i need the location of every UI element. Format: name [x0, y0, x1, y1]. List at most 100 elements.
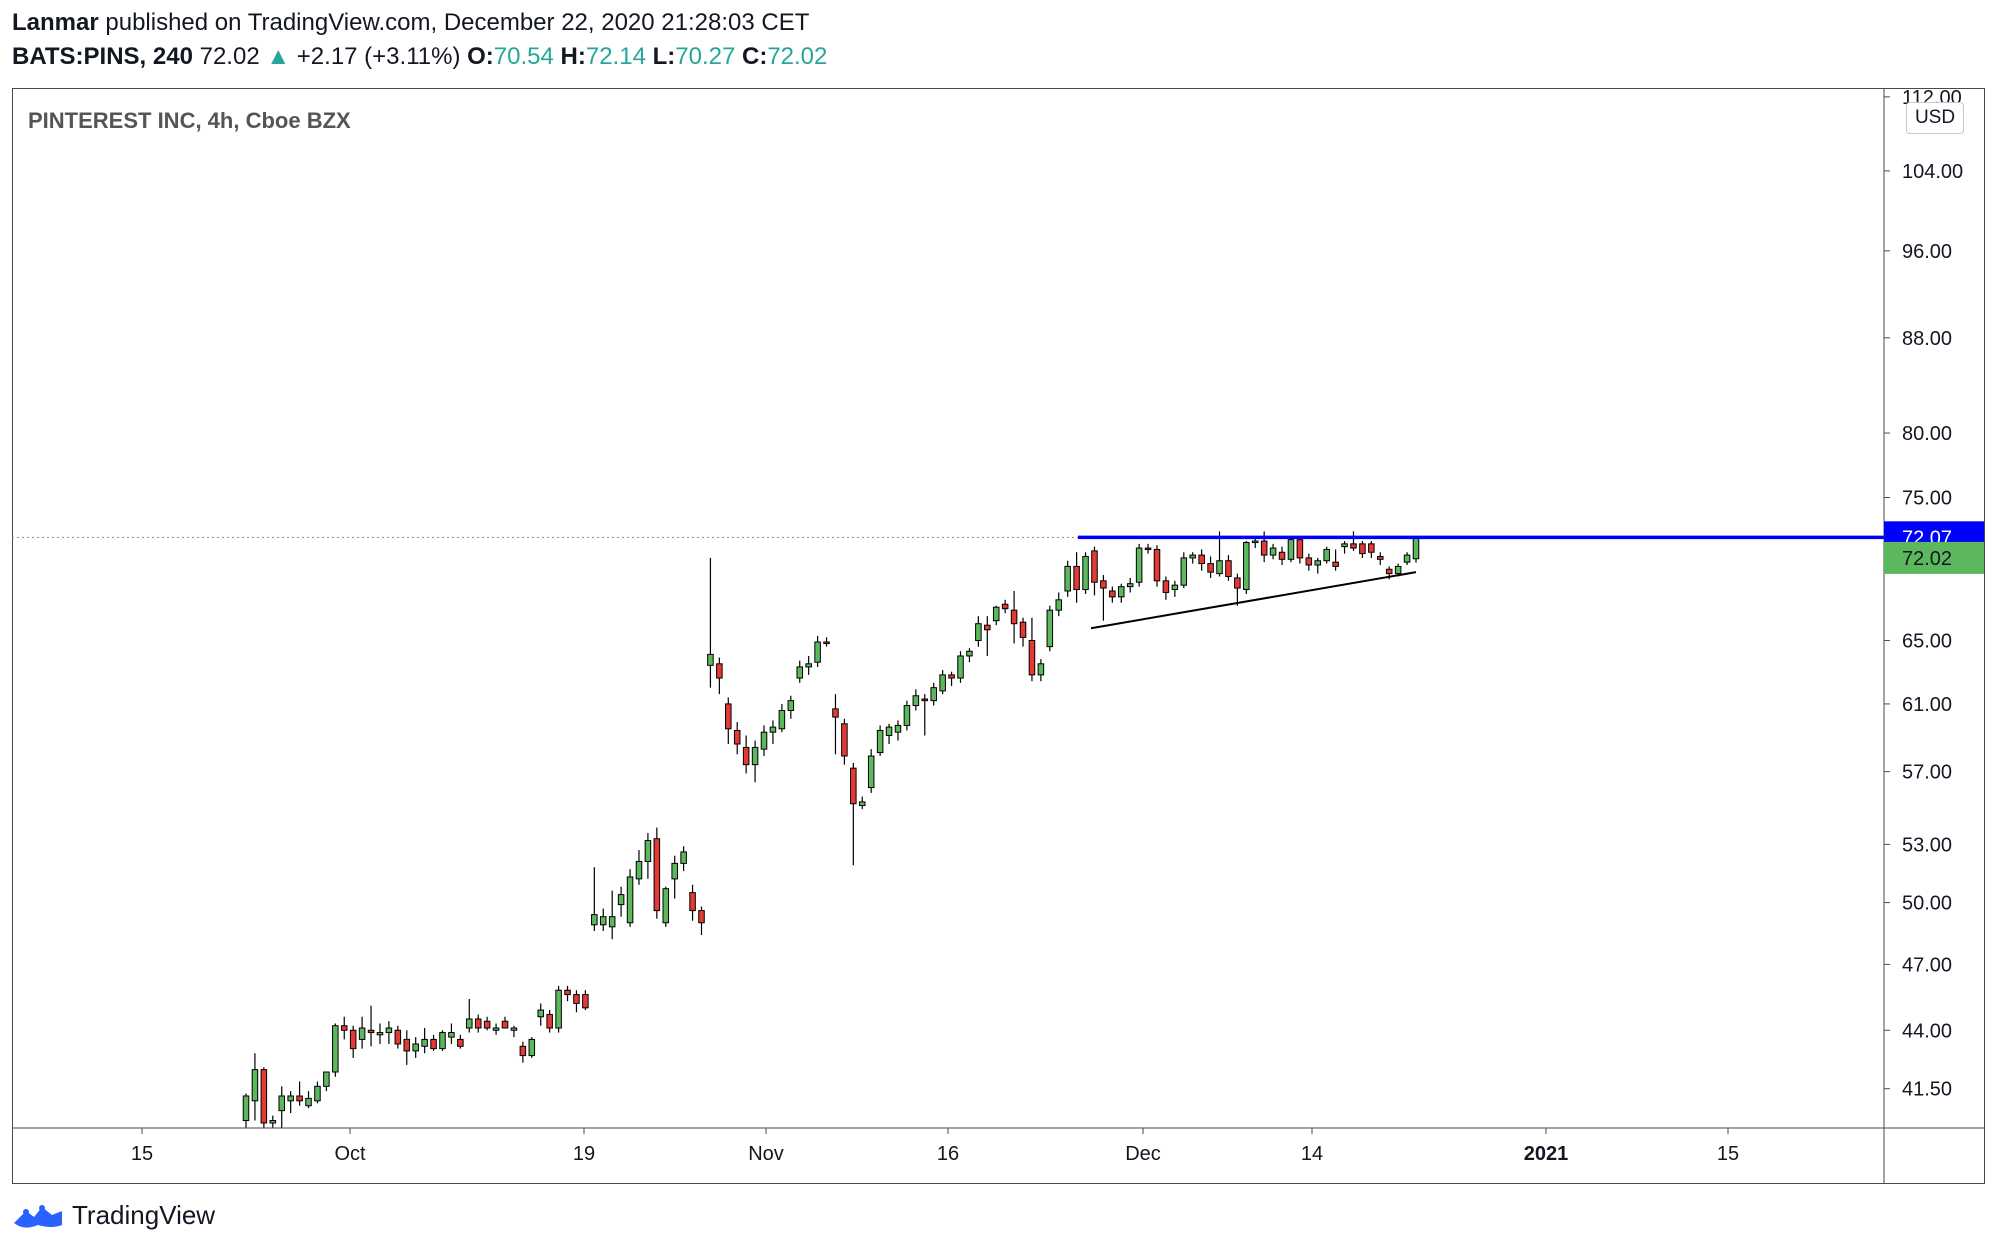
candle[interactable] [564, 985, 571, 1002]
candle[interactable] [269, 1115, 277, 1128]
candle[interactable] [403, 1030, 411, 1065]
candle[interactable] [1287, 536, 1295, 563]
candle[interactable] [1082, 552, 1089, 594]
candle[interactable] [635, 850, 643, 885]
candle[interactable] [492, 1023, 500, 1035]
candle[interactable] [242, 1093, 250, 1128]
price-chart[interactable]: 112.00104.0096.0088.0080.0075.0065.0061.… [12, 88, 1985, 1184]
candle[interactable] [653, 827, 661, 919]
footer-brand[interactable]: TradingView [72, 1200, 216, 1230]
candle[interactable] [599, 908, 607, 931]
candle[interactable] [867, 749, 875, 793]
candle[interactable] [457, 1034, 464, 1049]
candle[interactable] [591, 867, 598, 931]
candle[interactable] [787, 695, 795, 719]
candle[interactable] [930, 682, 937, 706]
candle[interactable] [832, 694, 839, 755]
support-trendline[interactable] [1090, 571, 1417, 630]
candle[interactable] [1251, 538, 1259, 549]
candle[interactable] [680, 846, 687, 872]
candle[interactable] [689, 884, 696, 921]
candle[interactable] [448, 1023, 455, 1044]
candle[interactable] [582, 990, 589, 1011]
candle[interactable] [814, 635, 821, 667]
candle[interactable] [1153, 545, 1161, 587]
candle[interactable] [617, 886, 625, 917]
candle[interactable] [376, 1023, 384, 1044]
candle[interactable] [1278, 546, 1286, 566]
candle[interactable] [823, 637, 830, 647]
candle[interactable] [1412, 536, 1420, 563]
currency-button[interactable]: USD [1906, 102, 1964, 134]
candle[interactable] [1341, 541, 1348, 554]
candle[interactable] [992, 605, 1000, 626]
candle[interactable] [1001, 599, 1009, 614]
candle[interactable] [483, 1016, 491, 1031]
candle[interactable] [1135, 543, 1143, 587]
candle[interactable] [698, 906, 705, 936]
author-name[interactable]: Lanmar [12, 9, 99, 36]
candle[interactable] [903, 700, 911, 731]
candle[interactable] [885, 723, 893, 745]
candle[interactable] [251, 1053, 259, 1121]
candle[interactable] [948, 671, 955, 687]
candle[interactable] [1064, 560, 1071, 597]
candle[interactable] [367, 1005, 375, 1047]
candle[interactable] [358, 1016, 366, 1049]
candle[interactable] [546, 1010, 553, 1033]
candle[interactable] [519, 1041, 527, 1063]
candle[interactable] [778, 703, 786, 733]
candle[interactable] [1046, 605, 1054, 652]
candle[interactable] [769, 720, 777, 745]
candle[interactable] [751, 740, 759, 783]
candle[interactable] [287, 1091, 294, 1114]
candle[interactable] [323, 1071, 330, 1092]
candle[interactable] [555, 985, 562, 1033]
candle[interactable] [1234, 573, 1241, 606]
candle[interactable] [725, 697, 732, 745]
candle[interactable] [742, 735, 750, 774]
candle[interactable] [858, 796, 866, 810]
candle[interactable] [796, 660, 804, 683]
candle[interactable] [439, 1030, 446, 1051]
candle[interactable] [984, 616, 991, 656]
candle[interactable] [626, 869, 634, 927]
candle[interactable] [340, 1016, 348, 1040]
candle[interactable] [671, 855, 678, 899]
candle[interactable] [1144, 543, 1152, 554]
candle[interactable] [1269, 543, 1277, 560]
candle[interactable] [1019, 617, 1027, 647]
candle[interactable] [296, 1081, 303, 1106]
candle[interactable] [1296, 538, 1304, 564]
candle[interactable] [894, 720, 902, 741]
candle[interactable] [975, 616, 982, 647]
candle[interactable] [305, 1091, 312, 1109]
candle[interactable] [1091, 546, 1098, 596]
candle[interactable] [1323, 546, 1330, 564]
candle[interactable] [537, 1003, 545, 1026]
candle[interactable] [1207, 556, 1214, 578]
candle[interactable] [332, 1023, 339, 1077]
candle[interactable] [1162, 576, 1170, 600]
candle[interactable] [573, 990, 580, 1013]
candle[interactable] [1073, 552, 1080, 603]
candle[interactable] [1109, 586, 1116, 603]
candle[interactable] [1189, 552, 1196, 564]
candle[interactable] [1403, 552, 1411, 566]
candle[interactable] [1243, 541, 1250, 594]
candle[interactable] [466, 998, 473, 1033]
candle[interactable] [1350, 531, 1357, 551]
candle[interactable] [966, 648, 973, 663]
candle[interactable] [1171, 580, 1179, 597]
candle[interactable] [1368, 541, 1375, 558]
candle[interactable] [412, 1037, 419, 1058]
candle[interactable] [1037, 659, 1045, 682]
candle[interactable] [1377, 552, 1384, 566]
candle[interactable] [1180, 552, 1188, 589]
candle[interactable] [501, 1016, 509, 1029]
candle[interactable] [841, 718, 848, 765]
candle[interactable] [1332, 549, 1339, 571]
candle[interactable] [733, 722, 741, 755]
candle[interactable] [1028, 617, 1036, 682]
candle[interactable] [349, 1025, 357, 1058]
